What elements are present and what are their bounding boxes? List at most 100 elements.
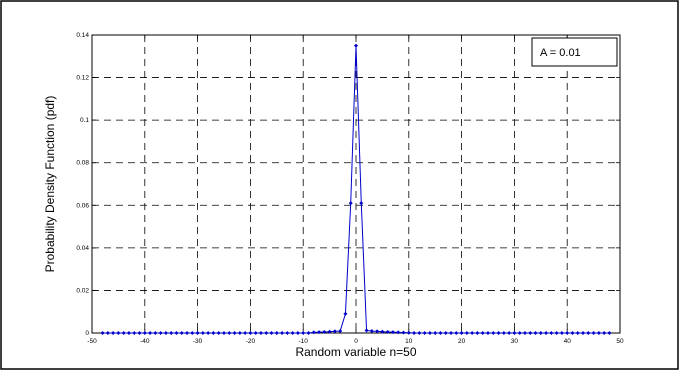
pdf-point [602, 330, 607, 336]
grid-lines [92, 35, 620, 333]
pdf-point [427, 330, 433, 336]
pdf-point [195, 330, 200, 336]
x-tick-label: -50 [87, 338, 97, 345]
pdf-point [390, 330, 396, 335]
pdf-point [485, 330, 491, 336]
pdf-point [543, 330, 549, 336]
pdf-point [401, 330, 406, 335]
pdf-point [190, 330, 195, 336]
pdf-point [147, 330, 153, 336]
pdf-point [559, 330, 565, 336]
pdf-point [306, 330, 311, 336]
x-tick-label: -10 [298, 338, 308, 345]
pdf-point [565, 330, 570, 336]
y-tick-label: 0 [85, 330, 89, 337]
pdf-point [279, 330, 285, 336]
pdf-point [512, 330, 517, 336]
pdf-point [311, 330, 316, 335]
pdf-point [264, 330, 269, 336]
pdf-point [411, 330, 417, 336]
pdf-point [443, 330, 448, 336]
pdf-point [406, 330, 411, 335]
pdf-point [607, 330, 612, 336]
pdf-point [221, 330, 227, 336]
pdf-point [200, 330, 205, 336]
pdf-point [517, 330, 522, 336]
pdf-point [491, 330, 496, 336]
pdf-point [538, 330, 543, 336]
pdf-point [417, 330, 422, 336]
pdf-point [348, 201, 353, 206]
pdf-point [575, 330, 580, 336]
pdf-point [211, 330, 216, 336]
pdf-point [596, 330, 601, 336]
pdf-point [327, 329, 332, 334]
pdf-point [338, 329, 343, 334]
pdf-point [396, 330, 401, 335]
x-tick-label: 20 [458, 338, 466, 345]
pdf-point [179, 330, 184, 336]
pdf-point [232, 330, 237, 336]
x-tick-label: -20 [246, 338, 256, 345]
pdf-point [454, 330, 459, 336]
pdf-point [380, 329, 385, 334]
pdf-point [126, 330, 132, 336]
pdf-point [169, 330, 174, 336]
pdf-point [501, 330, 506, 336]
pdf-point [322, 329, 327, 335]
pdf-point [142, 330, 147, 336]
x-tick-label: 0 [354, 338, 358, 345]
pdf-point [507, 330, 512, 336]
pdf-point [343, 311, 348, 316]
y-tick-label: 0.06 [76, 202, 89, 209]
y-tick-label: 0.08 [76, 160, 89, 167]
pdf-point [258, 330, 264, 336]
pdf-point [290, 330, 295, 336]
pdf-point [438, 330, 443, 336]
pdf-point [105, 330, 110, 336]
pdf-point [470, 330, 475, 336]
pdf-point [216, 330, 221, 336]
pdf-point [448, 330, 454, 336]
x-tick-label: 30 [511, 338, 519, 345]
pdf-point [111, 330, 116, 336]
pdf-point [496, 330, 501, 336]
y-tick-label: 0.1 [80, 117, 89, 124]
annotation-text: A = 0.01 [540, 47, 581, 59]
pdf-point [285, 330, 290, 336]
y-tick-label: 0.02 [76, 287, 89, 294]
pdf-point [227, 330, 232, 336]
x-tick-label: 10 [405, 338, 413, 345]
pdf-point [464, 330, 469, 336]
y-axis-label: Probability Density Function (pdf) [43, 96, 57, 273]
pdf-point [184, 330, 190, 336]
pdf-point [580, 330, 586, 336]
x-tick-label: 40 [564, 338, 572, 345]
pdf-point [121, 330, 126, 336]
pdf-point [528, 330, 533, 336]
y-tick-label: 0.04 [76, 245, 89, 252]
pdf-point [248, 330, 253, 336]
pdf-point [332, 329, 337, 334]
pdf-point [100, 330, 105, 336]
pdf-point [533, 330, 538, 336]
pdf-point [158, 330, 163, 336]
pdf-point [295, 330, 301, 336]
pdf-point [433, 330, 438, 336]
pdf-point [269, 330, 274, 336]
pdf-point [422, 330, 427, 336]
pdf-point [591, 330, 596, 336]
pdf-point [316, 330, 322, 335]
annotation-box: A = 0.01 [531, 37, 618, 67]
pdf-point [549, 330, 554, 336]
annotation-frame [531, 37, 618, 67]
pdf-point [132, 330, 137, 336]
pdf-point [369, 329, 374, 334]
pdf-series [100, 43, 612, 336]
pdf-point [554, 330, 559, 336]
pdf-point [570, 330, 575, 336]
pdf-point [475, 330, 480, 336]
pdf-point [480, 330, 485, 336]
pdf-point [206, 330, 211, 336]
pdf-point [459, 330, 464, 336]
